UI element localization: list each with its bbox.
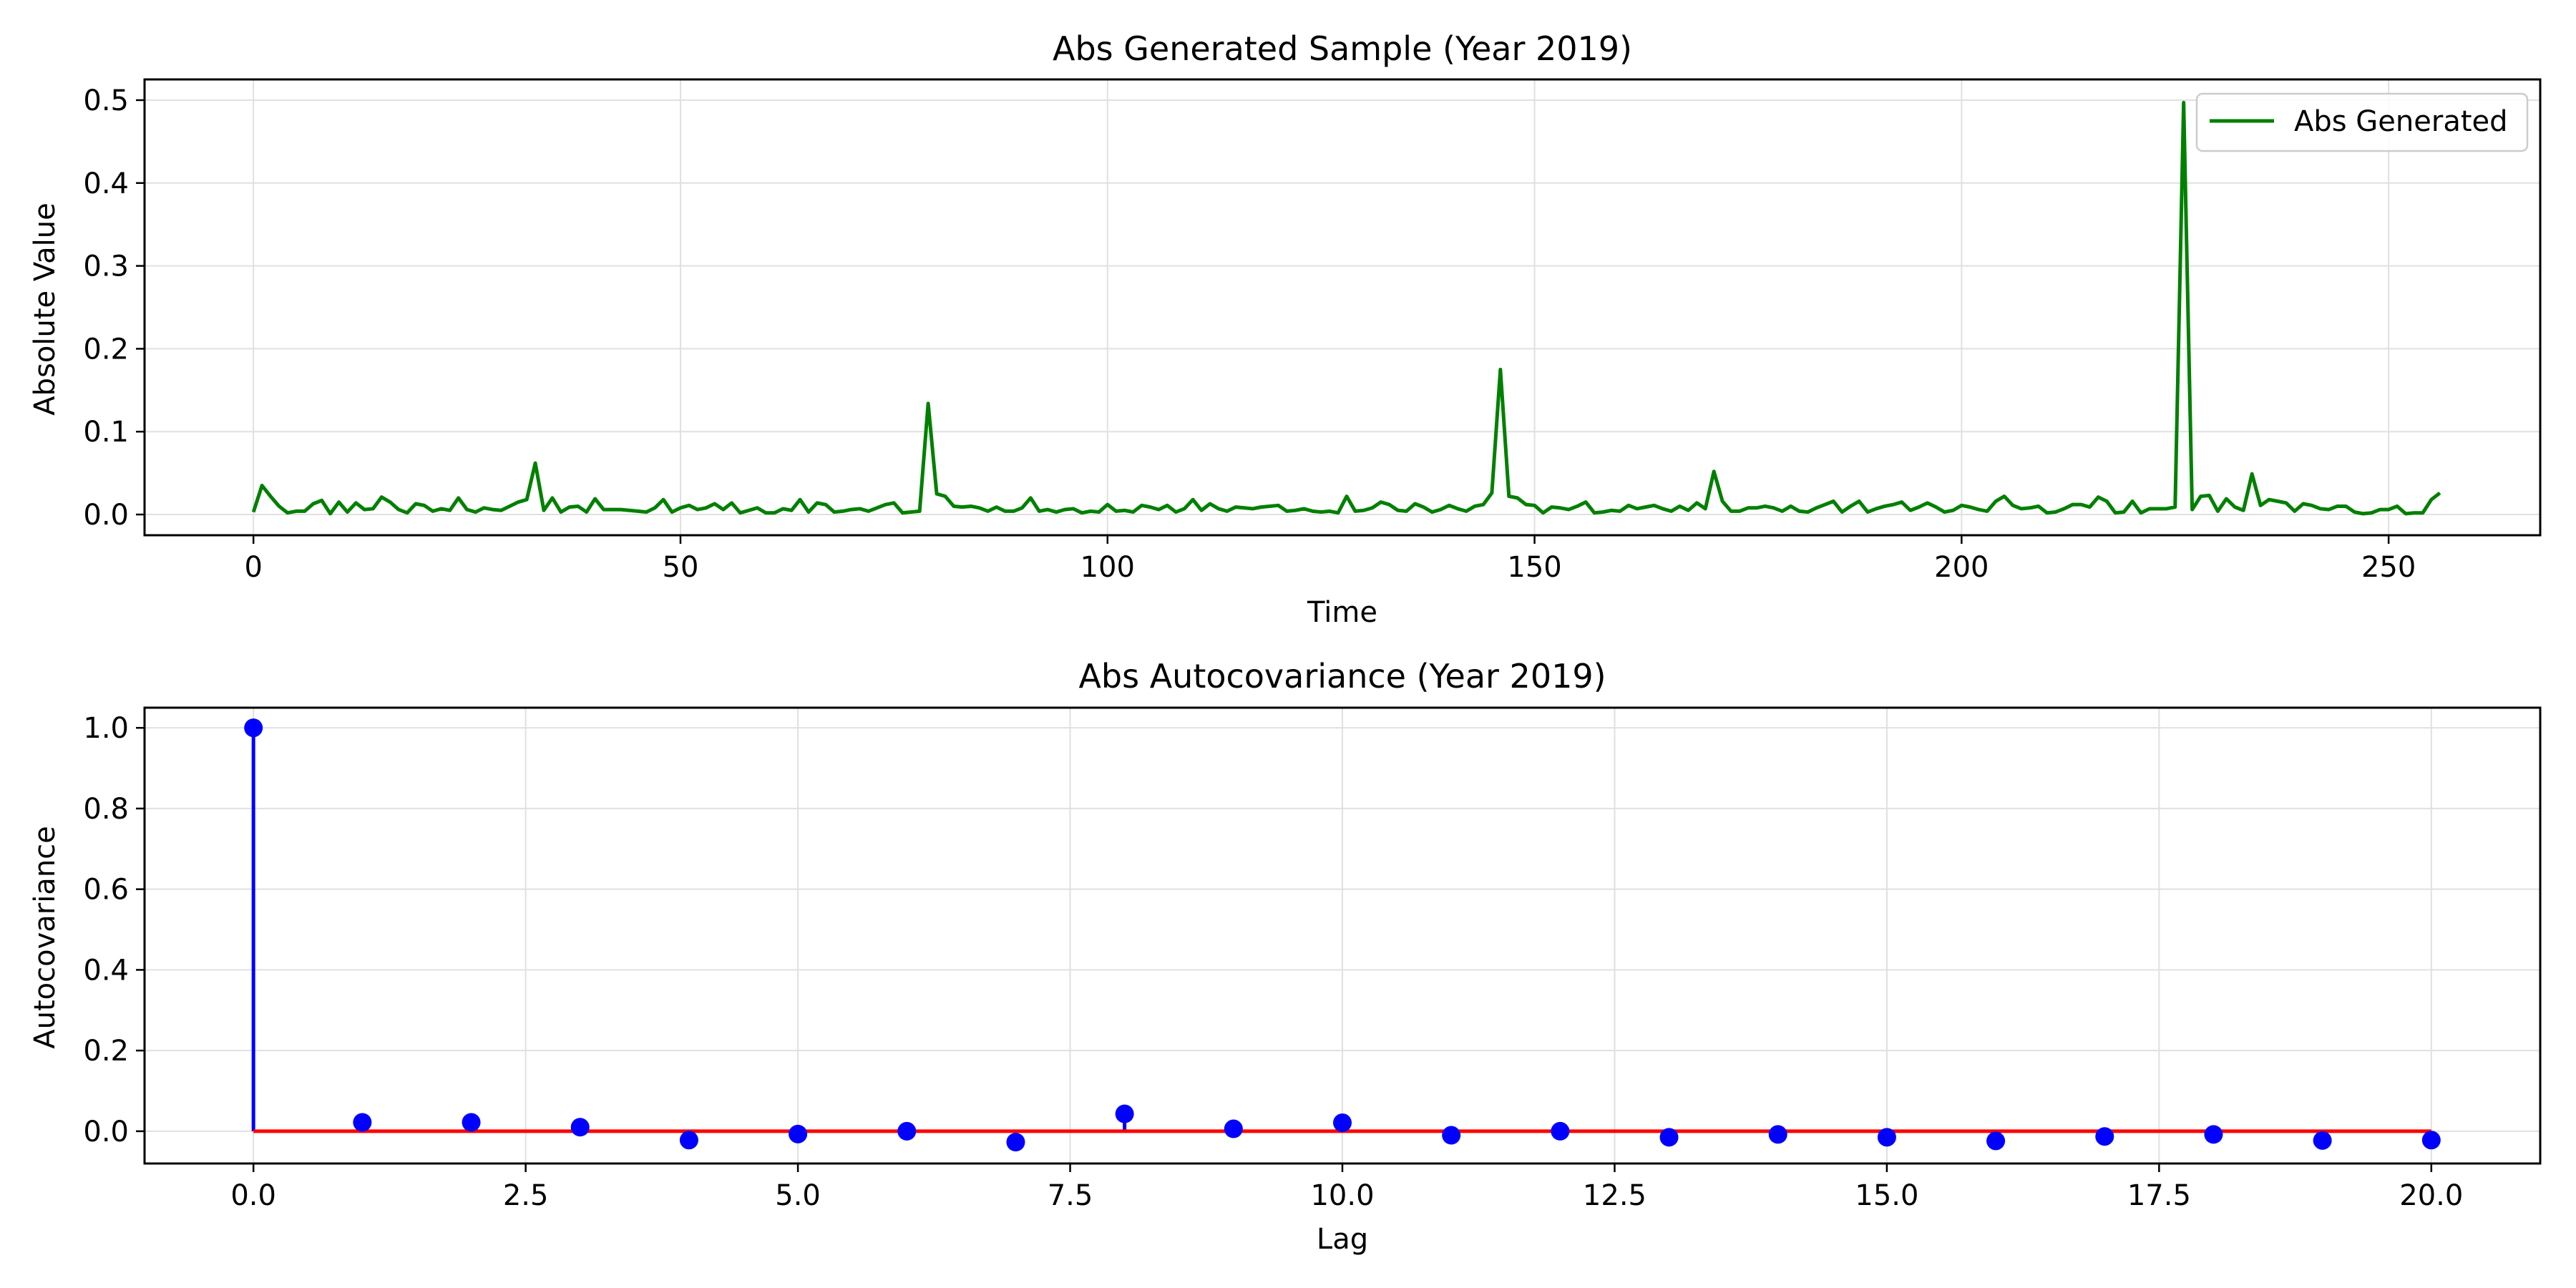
axis-ticks: 0 50 100 150 200 250 0.0 0.1 0.2 0.3 0.4 0.5 <box>83 84 2416 584</box>
stem-marker <box>462 1113 481 1132</box>
y-tick-label: 0.0 <box>83 499 129 532</box>
x-tick-label: 10.0 <box>1310 1179 1374 1212</box>
y-axis-label: Absolute Value <box>29 203 62 415</box>
y-tick-label: 0.1 <box>83 416 129 449</box>
series-line-abs-generated <box>251 100 2441 516</box>
stem-marker <box>789 1124 808 1143</box>
y-tick-label: 0.2 <box>83 1035 129 1068</box>
y-tick-label: 0.0 <box>83 1116 129 1148</box>
stem-marker <box>2095 1127 2114 1146</box>
stem-marker <box>570 1118 590 1137</box>
x-axis-label: Time <box>1307 596 1377 629</box>
stem-marker <box>1006 1133 1025 1152</box>
x-tick-label: 50 <box>663 551 699 584</box>
chart-title: Abs Autocovariance (Year 2019) <box>1078 657 1606 696</box>
x-tick-label: 0.0 <box>230 1179 276 1212</box>
x-tick-label: 2.5 <box>503 1179 549 1212</box>
legend: Abs Generated <box>2195 92 2529 152</box>
plot-frame <box>143 78 2542 537</box>
x-tick-label: 0 <box>244 551 262 584</box>
y-tick-label: 0.8 <box>83 793 129 826</box>
y-tick-label: 0.4 <box>83 954 129 987</box>
stem-marker <box>1442 1126 1461 1145</box>
stem-marker <box>1115 1104 1134 1123</box>
stem-marker <box>1224 1119 1243 1138</box>
stem-marker <box>353 1113 372 1132</box>
x-axis-label: Lag <box>1317 1223 1368 1256</box>
x-tick-label: 5.0 <box>775 1179 821 1212</box>
stem-chart-panel: Abs Autocovariance (Year 2019) Lag Autoc… <box>29 657 2542 1256</box>
x-tick-label: 250 <box>2361 551 2416 584</box>
stem-marker <box>1768 1125 1787 1144</box>
y-tick-label: 0.6 <box>83 874 129 907</box>
x-tick-label: 20.0 <box>2399 1179 2463 1212</box>
stem-marker <box>897 1121 917 1141</box>
x-tick-label: 15.0 <box>1855 1179 1918 1212</box>
line-chart-panel: Abs Generated Sample (Year 2019) Time Ab… <box>29 29 2542 629</box>
x-tick-label: 150 <box>1507 551 1561 584</box>
axis-ticks: 0.0 2.5 5.0 7.5 10.0 12.5 15.0 17.5 20.0 0.0 0.2 0.… <box>83 712 2463 1212</box>
stem-marker <box>1877 1128 1896 1147</box>
stem-marker <box>1333 1113 1352 1133</box>
stem-marker <box>1986 1131 2006 1151</box>
x-tick-label: 17.5 <box>2127 1179 2191 1212</box>
stem-marker <box>2313 1131 2332 1150</box>
stem-marker <box>2421 1131 2441 1150</box>
y-tick-label: 0.2 <box>83 333 129 366</box>
y-axis-label: Autocovariance <box>29 826 62 1049</box>
chart-title: Abs Generated Sample (Year 2019) <box>1053 29 1632 68</box>
stem-marker <box>1659 1128 1679 1147</box>
y-tick-label: 0.5 <box>83 84 129 117</box>
markers <box>244 718 2441 1152</box>
stem-marker <box>244 718 263 738</box>
y-tick-label: 0.3 <box>83 250 129 283</box>
gridlines <box>145 79 2540 535</box>
y-tick-label: 0.4 <box>83 167 129 200</box>
x-tick-label: 12.5 <box>1583 1179 1646 1212</box>
stem-marker <box>1551 1121 1570 1141</box>
stem-marker <box>2204 1125 2223 1144</box>
x-tick-label: 200 <box>1934 551 1989 584</box>
y-tick-label: 1.0 <box>83 712 129 745</box>
legend-entry: Abs Generated <box>2294 105 2508 138</box>
x-tick-label: 7.5 <box>1048 1179 1093 1212</box>
x-tick-label: 100 <box>1080 551 1135 584</box>
legend-box <box>2195 92 2529 152</box>
plot-frame <box>143 706 2542 1165</box>
stem-marker <box>679 1131 698 1150</box>
